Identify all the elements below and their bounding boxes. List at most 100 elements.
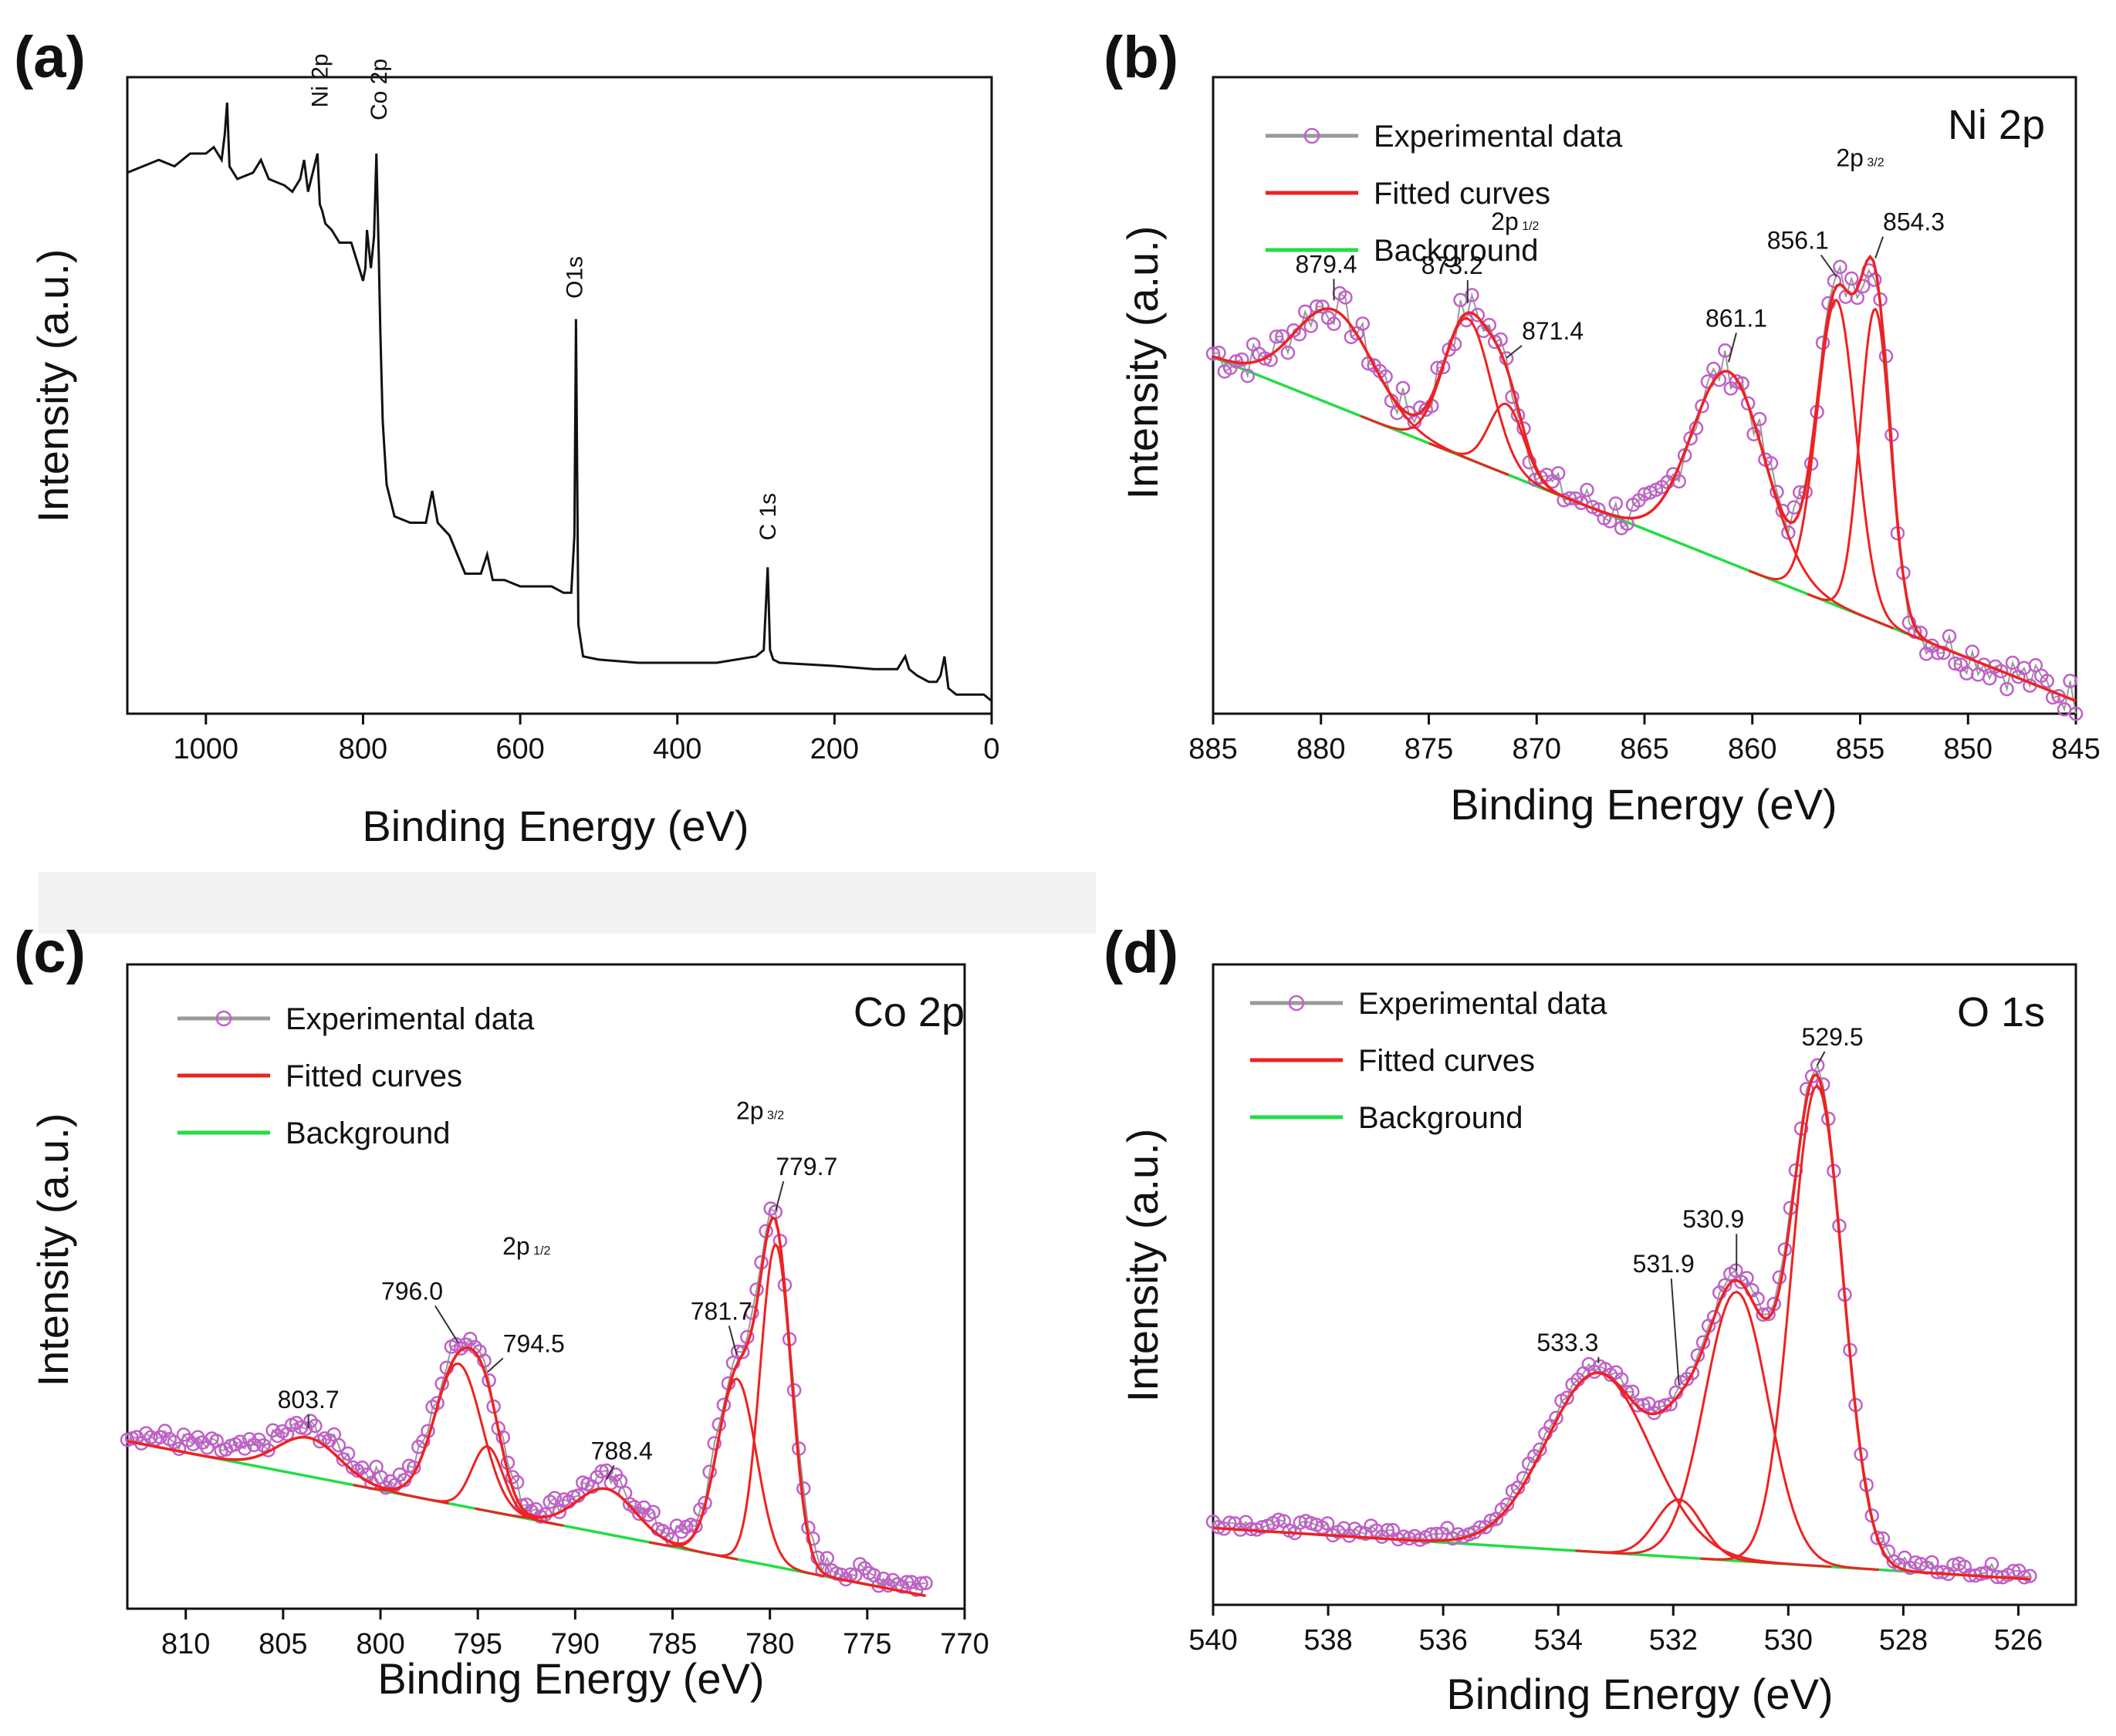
orbital-sub: 3/2 bbox=[1864, 157, 1884, 170]
panel-c-tag: Co 2p bbox=[853, 989, 965, 1035]
experimental-point bbox=[1320, 1516, 1335, 1531]
experimental-point bbox=[1746, 427, 1761, 442]
experimental-point bbox=[270, 1428, 285, 1444]
experimental-point bbox=[1205, 346, 1221, 361]
experimental-point bbox=[1355, 316, 1371, 331]
experimental-point bbox=[1447, 336, 1462, 352]
experimental-point bbox=[462, 1332, 478, 1346]
fitted-peak bbox=[167, 1436, 449, 1505]
experimental-point bbox=[1315, 299, 1330, 314]
peak-arrow bbox=[775, 1180, 785, 1211]
experimental-point bbox=[613, 1474, 628, 1488]
legend-experimental-label: Experimental data bbox=[1358, 987, 1607, 1021]
panel-b-tag: Ni 2p bbox=[1948, 102, 2045, 148]
experimental-point bbox=[899, 1575, 914, 1589]
legend: Experimental data Fitted curves Background bbox=[177, 1002, 535, 1150]
experimental-point bbox=[1695, 399, 1709, 414]
experimental-point bbox=[1327, 316, 1341, 332]
x-tick-label: 805 bbox=[259, 1628, 307, 1660]
x-tick-label: 810 bbox=[161, 1628, 210, 1660]
experimental-point bbox=[1870, 1531, 1885, 1545]
peak-arrow bbox=[1506, 345, 1523, 359]
x-tick-label: 780 bbox=[745, 1628, 794, 1660]
peak-label: 529.5 bbox=[1802, 1023, 1864, 1051]
peak-arrow bbox=[1874, 236, 1884, 259]
x-tick-label: 790 bbox=[551, 1628, 600, 1660]
experimental-point bbox=[1303, 319, 1318, 333]
orbital-label: 2p 3/2 bbox=[736, 1096, 784, 1124]
peak-arrow bbox=[434, 1305, 459, 1344]
experimental-point bbox=[261, 1443, 275, 1457]
peak-label: 803.7 bbox=[278, 1386, 340, 1413]
fitted-peak bbox=[1594, 1290, 1879, 1572]
panel-a-ylabel: Intensity (a.u.) bbox=[29, 249, 77, 523]
experimental-point bbox=[1453, 292, 1468, 308]
experimental-point bbox=[1499, 1497, 1515, 1512]
experimental-point bbox=[745, 1305, 759, 1320]
experimental-point bbox=[547, 1491, 563, 1505]
orbital-label: 2p 3/2 bbox=[1836, 144, 1884, 172]
experimental-point bbox=[1833, 259, 1847, 275]
fitted-peak bbox=[1700, 1083, 1934, 1575]
experimental-point bbox=[1685, 1366, 1700, 1380]
experimental-point bbox=[1395, 380, 1411, 396]
experimental-point bbox=[2028, 658, 2043, 673]
experimental-point bbox=[2063, 674, 2077, 688]
plot-frame bbox=[1212, 76, 2077, 715]
experimental-point bbox=[904, 1575, 919, 1589]
experimental-point bbox=[2040, 674, 2054, 688]
experimental-point bbox=[1982, 670, 1997, 686]
fitted-peak bbox=[648, 1377, 825, 1578]
peak-arrow bbox=[487, 1357, 504, 1373]
panel-b-xlabel: Binding Energy (eV) bbox=[1450, 780, 1837, 829]
experimental-point bbox=[1999, 681, 2014, 697]
panel-a-letter: (a) bbox=[14, 25, 86, 90]
peak-arrow bbox=[1816, 1051, 1826, 1066]
experimental-point bbox=[185, 1437, 201, 1452]
fitted-peak bbox=[1360, 317, 1575, 502]
experimental-line bbox=[1212, 1062, 2030, 1579]
x-tick-label: 875 bbox=[1404, 733, 1453, 765]
experimental-point bbox=[298, 1421, 313, 1436]
panel-c-ylabel: Intensity (a.u.) bbox=[29, 1113, 77, 1387]
panel-b-ylabel: Intensity (a.u.) bbox=[1118, 226, 1167, 500]
experimental-point bbox=[1844, 271, 1859, 286]
panel-c-co2p: (c) Binding Energy (eV) Intensity (a.u.)… bbox=[14, 920, 989, 1703]
panel-b-letter: (b) bbox=[1104, 25, 1178, 90]
fitted-peak bbox=[705, 1242, 847, 1582]
experimental-point bbox=[1740, 396, 1756, 411]
experimental-point bbox=[1936, 645, 1951, 660]
panel-d-xlabel: Binding Energy (eV) bbox=[1446, 1670, 1833, 1718]
experimental-point bbox=[1973, 1566, 1989, 1582]
experimental-point bbox=[1867, 272, 1882, 287]
experimental-point bbox=[1240, 368, 1255, 383]
experimental-point bbox=[918, 1576, 933, 1590]
legend-marker bbox=[215, 1010, 232, 1027]
experimental-point bbox=[885, 1572, 901, 1588]
plot-frame bbox=[1212, 963, 2077, 1606]
experimental-point bbox=[1614, 1372, 1629, 1387]
fitted-peak bbox=[1563, 370, 1895, 630]
x-tick-label: 770 bbox=[940, 1628, 989, 1660]
experimental-point bbox=[1706, 1309, 1722, 1325]
panel-separator bbox=[39, 872, 1096, 934]
experimental-point bbox=[1739, 1271, 1754, 1285]
x-tick-label: 870 bbox=[1513, 733, 1561, 765]
plot-frame bbox=[126, 76, 993, 715]
fitted-envelope bbox=[1212, 254, 2077, 703]
legend-experimental-label: Experimental data bbox=[286, 1002, 535, 1036]
experimental-point bbox=[1608, 496, 1623, 511]
experimental-point bbox=[1984, 1556, 1999, 1572]
experimental-point bbox=[1257, 351, 1273, 366]
orbital-main: 2p bbox=[1491, 208, 1519, 235]
panel-a-survey: (a) Binding Energy (eV) Intensity (a.u.)… bbox=[14, 25, 1000, 850]
survey-peak-label: Co 2p bbox=[367, 59, 392, 120]
experimental-point bbox=[1465, 288, 1479, 302]
survey-peak-label: C 1s bbox=[755, 493, 781, 541]
experimental-point bbox=[820, 1551, 834, 1565]
experimental-point bbox=[707, 1436, 722, 1451]
fitted-envelope bbox=[1212, 1072, 2030, 1581]
peak-arrow bbox=[605, 1464, 615, 1480]
peak-label: 531.9 bbox=[1633, 1250, 1695, 1278]
experimental-point bbox=[1550, 466, 1566, 481]
